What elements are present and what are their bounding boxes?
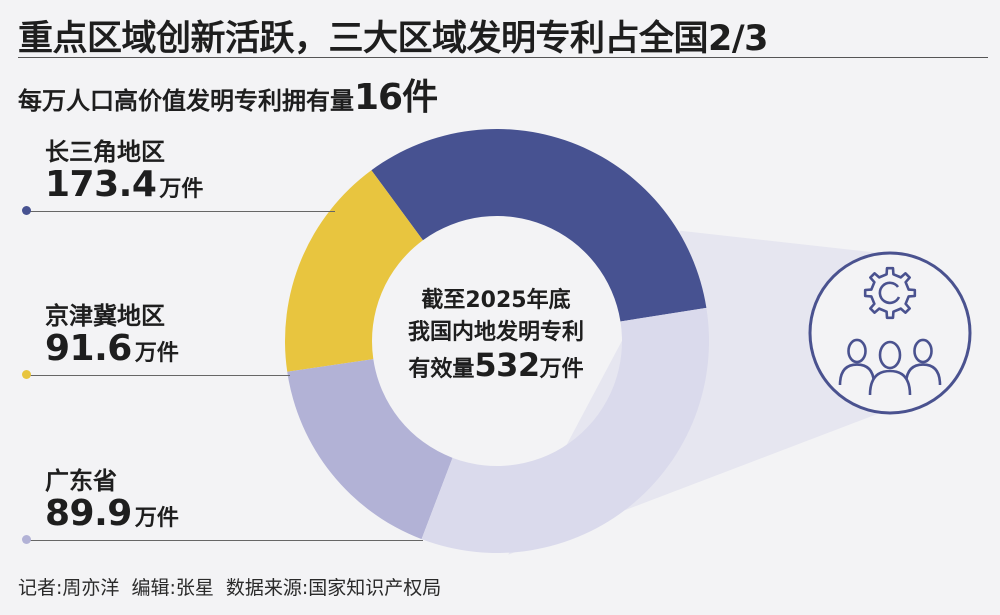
slice-label-guangdong: 广东省	[45, 467, 117, 495]
slice-rest	[421, 307, 709, 553]
person-right-body	[904, 363, 942, 386]
label-guangdong: 广东省 89.9 万件	[45, 467, 179, 538]
title-divider	[18, 57, 988, 58]
center-total-unit: 万件	[539, 357, 584, 382]
label-yangtze: 长三角地区 173.4 万件	[45, 138, 203, 209]
slice-value-number-guangdong: 89.9	[45, 493, 132, 534]
person-center-head	[878, 340, 902, 370]
slice-value-unit-guangdong: 万件	[134, 506, 179, 531]
leader-line-guangdong	[28, 540, 423, 541]
marker-dot-jingjinji	[22, 370, 31, 379]
center-line-2: 我国内地发明专利	[407, 320, 584, 345]
slice-value-yangtze: 173.4 万件	[45, 166, 203, 209]
marker-dot-yangtze	[22, 206, 31, 215]
subtitle-prefix: 每万人口高价值发明专利拥有量	[18, 87, 354, 115]
center-line-1: 截至2025年底	[421, 288, 571, 313]
source-footer: 记者:周亦洋 编辑:张星 数据来源:国家知识产权局	[18, 577, 442, 599]
slice-jingjinji	[285, 170, 423, 372]
slice-value-number-jingjinji: 91.6	[45, 328, 132, 369]
center-line-3: 有效量532万件	[380, 349, 612, 386]
gear-inner-arc	[878, 281, 901, 305]
slice-value-unit-yangtze: 万件	[159, 177, 204, 202]
leader-line-jingjinji	[28, 375, 290, 376]
chart-title: 重点区域创新活跃，三大区域发明专利占全国2/3	[18, 19, 769, 59]
slices-layer	[285, 128, 709, 553]
marker-dot-guangdong	[22, 535, 31, 544]
label-jingjinji: 京津冀地区 91.6 万件	[45, 302, 179, 373]
slice-value-guangdong: 89.9 万件	[45, 495, 179, 538]
center-label: 截至2025年底 我国内地发明专利 有效量532万件	[380, 285, 612, 386]
slice-guangdong	[287, 359, 453, 540]
person-center-body	[868, 369, 912, 396]
slice-value-unit-jingjinji: 万件	[134, 341, 179, 366]
center-line-3-prefix: 有效量	[408, 357, 475, 382]
subtitle-value: 16件	[354, 77, 438, 118]
slice-value-jingjinji: 91.6 万件	[45, 330, 179, 373]
person-left-head	[847, 338, 867, 364]
leader-line-yangtze	[28, 211, 335, 212]
innovation-team-icon	[808, 251, 972, 415]
slice-label-jingjinji: 京津冀地区	[45, 302, 165, 330]
person-left-body	[838, 363, 876, 386]
subtitle: 每万人口高价值发明专利拥有量16件	[18, 68, 438, 120]
slice-value-number-yangtze: 173.4	[45, 164, 157, 205]
slice-yangtze	[371, 128, 707, 322]
gear-icon	[863, 266, 917, 320]
center-total-value: 532	[474, 346, 540, 384]
person-right-head	[913, 338, 933, 364]
slice-label-yangtze: 长三角地区	[45, 138, 165, 166]
